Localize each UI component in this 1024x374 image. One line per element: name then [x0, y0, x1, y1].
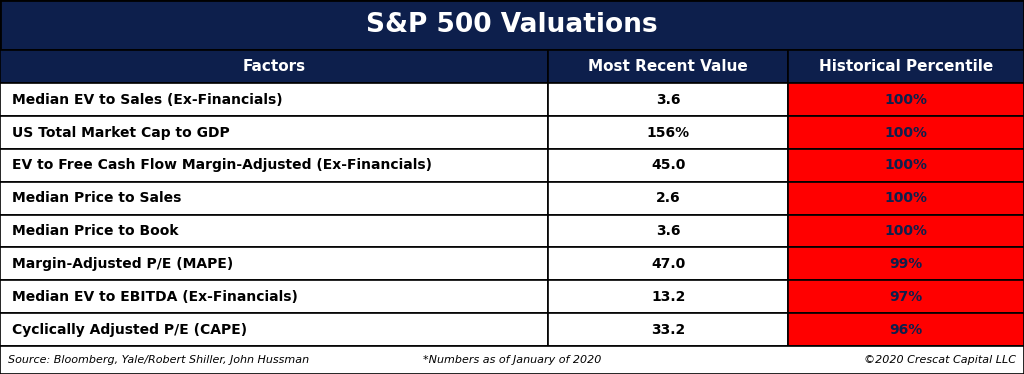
Bar: [548, 83, 788, 116]
Bar: [0, 0, 1024, 50]
Text: 100%: 100%: [885, 93, 928, 107]
Text: S&P 500 Valuations: S&P 500 Valuations: [367, 12, 657, 38]
Bar: [0, 50, 548, 83]
Text: 100%: 100%: [885, 126, 928, 140]
Text: 99%: 99%: [890, 257, 923, 271]
Bar: [548, 116, 788, 149]
Bar: [788, 83, 1024, 116]
Text: 47.0: 47.0: [651, 257, 685, 271]
Text: Margin-Adjusted P/E (MAPE): Margin-Adjusted P/E (MAPE): [12, 257, 233, 271]
Bar: [788, 116, 1024, 149]
Text: 156%: 156%: [646, 126, 690, 140]
Text: EV to Free Cash Flow Margin-Adjusted (Ex-Financials): EV to Free Cash Flow Margin-Adjusted (Ex…: [12, 159, 432, 172]
Bar: [0, 149, 548, 182]
Text: Median Price to Sales: Median Price to Sales: [12, 191, 181, 205]
Bar: [0, 83, 548, 116]
Bar: [548, 50, 788, 83]
Bar: [788, 182, 1024, 215]
Bar: [0, 313, 548, 346]
Text: 100%: 100%: [885, 159, 928, 172]
Bar: [0, 116, 548, 149]
Bar: [788, 280, 1024, 313]
Bar: [548, 149, 788, 182]
Text: *Numbers as of January of 2020: *Numbers as of January of 2020: [423, 355, 601, 365]
Text: US Total Market Cap to GDP: US Total Market Cap to GDP: [12, 126, 230, 140]
Text: Median EV to EBITDA (Ex-Financials): Median EV to EBITDA (Ex-Financials): [12, 290, 298, 304]
Bar: [548, 248, 788, 280]
Text: Median Price to Book: Median Price to Book: [12, 224, 179, 238]
Text: 96%: 96%: [890, 322, 923, 337]
Bar: [0, 215, 548, 248]
Text: Cyclically Adjusted P/E (CAPE): Cyclically Adjusted P/E (CAPE): [12, 322, 248, 337]
Text: 13.2: 13.2: [651, 290, 685, 304]
Text: 3.6: 3.6: [656, 93, 680, 107]
Text: 33.2: 33.2: [651, 322, 685, 337]
Bar: [788, 313, 1024, 346]
Text: 2.6: 2.6: [655, 191, 681, 205]
Text: 100%: 100%: [885, 224, 928, 238]
Bar: [788, 149, 1024, 182]
Text: 97%: 97%: [890, 290, 923, 304]
Text: Source: Bloomberg, Yale/Robert Shiller, John Hussman: Source: Bloomberg, Yale/Robert Shiller, …: [8, 355, 309, 365]
Text: 3.6: 3.6: [656, 224, 680, 238]
Bar: [548, 280, 788, 313]
Bar: [0, 346, 1024, 374]
Text: Most Recent Value: Most Recent Value: [588, 59, 749, 74]
Text: Historical Percentile: Historical Percentile: [819, 59, 993, 74]
Bar: [0, 248, 548, 280]
Bar: [548, 215, 788, 248]
Bar: [0, 182, 548, 215]
Bar: [548, 313, 788, 346]
Bar: [548, 182, 788, 215]
Text: ©2020 Crescat Capital LLC: ©2020 Crescat Capital LLC: [864, 355, 1016, 365]
Bar: [788, 215, 1024, 248]
Text: Factors: Factors: [243, 59, 305, 74]
Text: 100%: 100%: [885, 191, 928, 205]
Text: 45.0: 45.0: [651, 159, 685, 172]
Bar: [788, 50, 1024, 83]
Text: Median EV to Sales (Ex-Financials): Median EV to Sales (Ex-Financials): [12, 93, 283, 107]
Bar: [788, 248, 1024, 280]
Bar: [0, 280, 548, 313]
